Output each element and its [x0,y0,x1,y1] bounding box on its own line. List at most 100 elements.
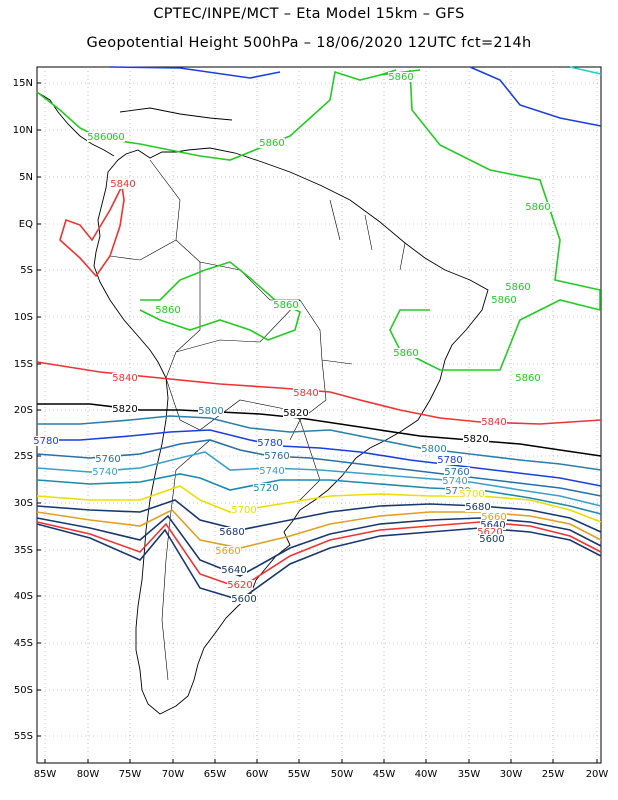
contour-label-bg [393,348,419,358]
contour-label: 5640 [480,520,505,531]
contour-label-bg [463,434,489,444]
border-lines [109,159,406,681]
contour-label-bg [257,438,283,448]
contour-label-bg [491,295,517,305]
contour-label: 5800 [198,406,223,417]
contour-label-bg [110,179,136,189]
lat-tick-label: 30S [14,498,33,509]
coastline-south-america [93,147,489,715]
contour-label-bg [215,546,241,556]
coastline-central-america [36,91,115,157]
contour-label: 5840 [110,179,135,190]
contour-label-bg [444,467,470,477]
contour-label-bg [112,404,138,414]
contour-label: 5820 [283,408,308,419]
contour-5740 [36,451,602,507]
graticule [37,67,601,763]
coastline-caribbean [119,107,233,121]
lon-tick-label: 55W [288,769,311,780]
contour-label: 5860 [259,138,284,149]
contour-label: 5860 [393,348,418,359]
contour-label: 5720 [253,483,278,494]
lat-tick-label: 10S [14,312,33,323]
contour-label-bg [525,202,551,212]
contour-5660 [36,509,602,549]
contour-label: 5860 [388,72,413,83]
contour-label-bg [231,505,257,515]
lon-tick-label: 20W [586,769,609,780]
axis-labels: 15N 10N 5N EQ 5S 10S 15S 20S 25S 30S 35S 40S 45S 50S 5… [13,78,609,780]
contour-label: 5860 [505,282,530,293]
contour-label-bg [388,72,414,82]
contour-5680 [36,499,602,533]
contour-cyan-corner [569,66,602,75]
contour-label: 5780 [257,438,282,449]
contour-5720 [36,473,602,515]
contour-label: 5860 [87,132,112,143]
contour-label: 5740 [259,466,284,477]
contour-label-bg [87,132,113,142]
contour-label-bg [293,388,319,398]
contour-label-bg [253,483,279,493]
lon-tick-label: 70W [162,769,185,780]
lat-tick-label: 20S [14,405,33,416]
contour-label: 5780 [437,455,462,466]
contour-label-bg [112,373,138,383]
contour-label: 5840 [481,417,506,428]
contour-label-bg [481,512,507,522]
contour-label: 5760 [444,467,469,478]
contour-5820 [37,403,602,457]
contour-5840-west [59,183,125,278]
contour-label-bg [273,300,299,310]
map-title-line2: Geopotential Height 500hPa – 18/06/2020 … [86,35,532,51]
contour-5800 [37,415,602,471]
lat-tick-label: 25S [14,451,33,462]
lon-tick-label: 25W [542,769,565,780]
contour-label: 5860 [155,305,180,316]
lat-tick-label: 45S [14,638,33,649]
contour-label: 5700 [231,505,256,516]
contour-label: 5660 [481,512,506,523]
contour-label: 5600 [231,594,256,605]
coastlines [36,91,489,715]
contour-label-bg [421,444,447,454]
lon-tick-label: 30W [500,769,523,780]
lon-tick-label: 40W [415,769,438,780]
contour-label: 5780 [33,436,58,447]
lat-tick-label: 15N [13,78,33,89]
lon-tick-label: 65W [204,769,227,780]
map-frame [36,66,602,764]
contour-label-bg [264,451,290,461]
contour-label-bg [515,373,541,383]
contour-5620 [36,521,602,589]
contour-label-bg [259,138,285,148]
contour-5600 [36,523,602,601]
contour-label-bg [259,466,285,476]
contour-label-bg [231,594,257,604]
lat-tick-label: 5S [20,265,33,276]
contour-5860-inland [139,261,301,341]
contour-label: 5740 [92,467,117,478]
contour-label: 5680 [219,527,244,538]
lat-tick-label: EQ [19,219,33,230]
contour-label-bg [505,282,531,292]
contour-lines [36,66,602,601]
contour-label-bg [477,527,503,537]
contour-label-bg [437,455,463,465]
lat-tick-label: 10N [13,125,33,136]
contour-blue-north [109,66,602,127]
contour-label-bg [445,486,471,496]
contour-label-bg [221,565,247,575]
lat-tick-label: 50S [14,685,33,696]
contour-label: 5820 [463,434,488,445]
contour-label: 5840 [112,373,137,384]
contour-label-bg [219,527,245,537]
lat-tick-label: 35S [14,545,33,556]
contour-5860-east [389,69,601,371]
lat-tick-label: 40S [14,591,33,602]
contour-label: 5600 [479,534,504,545]
contour-label-bg [481,417,507,427]
lon-tick-label: 50W [331,769,354,780]
contour-label-bg [92,467,118,477]
